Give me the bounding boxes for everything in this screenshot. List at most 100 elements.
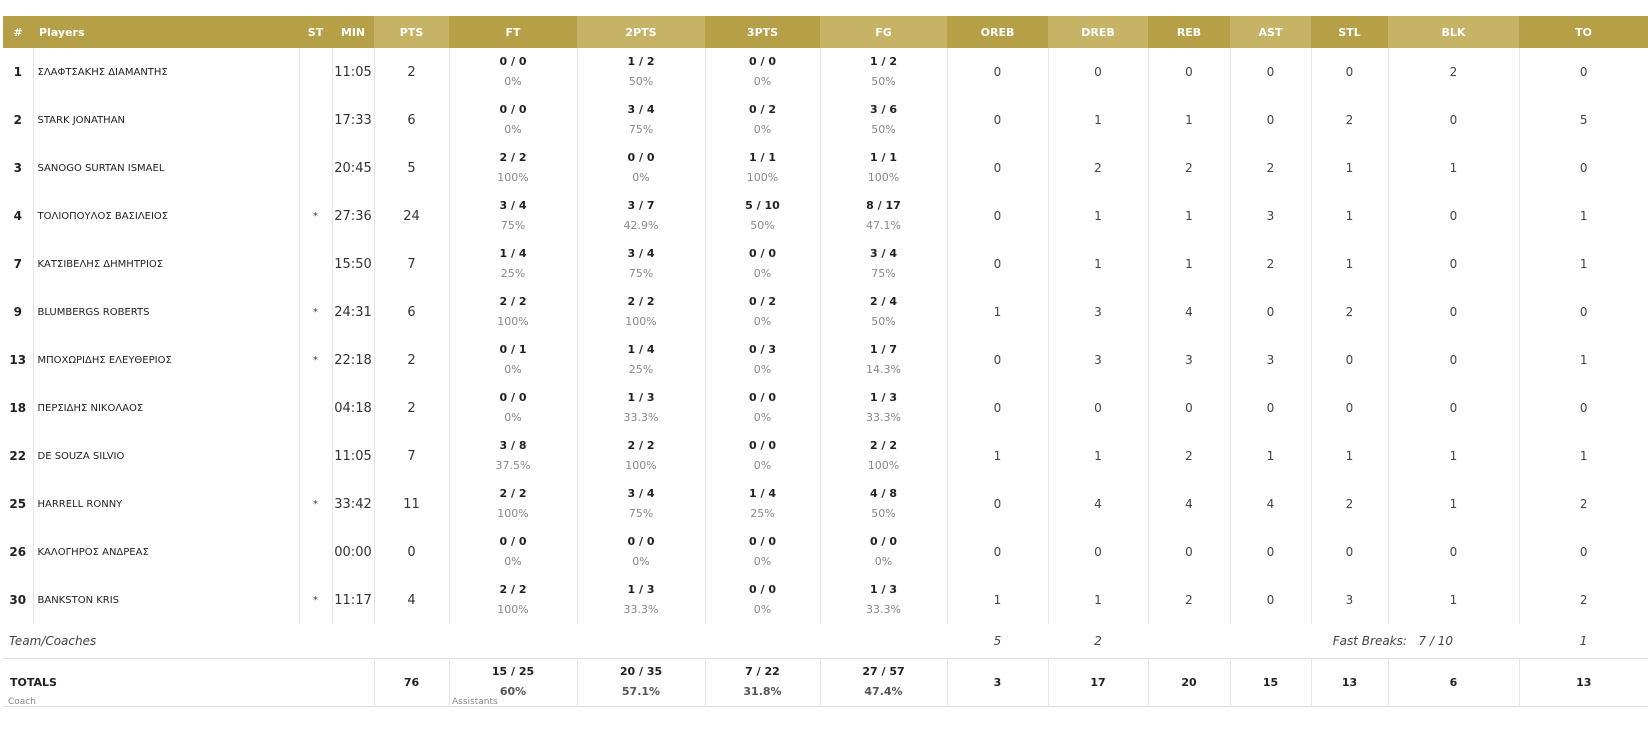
player-oreb: 0 bbox=[946, 192, 1048, 240]
player-to: 5 bbox=[1518, 96, 1648, 144]
col-header-dreb[interactable]: DREB bbox=[1048, 16, 1148, 48]
player-fg-made: 1 / 2 bbox=[870, 55, 897, 68]
player-2pts-pct: 25% bbox=[628, 363, 654, 376]
player-name[interactable]: ΤΟΛΙΟΠΟΥΛΟΣ ΒΑΣΙΛΕΙΟΣ bbox=[32, 192, 299, 240]
player-2pts-pct: 50% bbox=[628, 75, 654, 88]
col-header-players[interactable]: Players bbox=[33, 16, 299, 48]
player-blk: 0 bbox=[1387, 528, 1519, 576]
player-stl: 2 bbox=[1310, 288, 1388, 336]
player-blk: 0 bbox=[1387, 192, 1519, 240]
player-name[interactable]: STARK JONATHAN bbox=[32, 96, 299, 144]
team-reb bbox=[1148, 624, 1230, 658]
player-ast: 0 bbox=[1229, 528, 1311, 576]
totals-2pts-made: 20 / 35 bbox=[619, 665, 663, 678]
player-minutes: 27:36 bbox=[331, 192, 374, 240]
col-header-stl[interactable]: STL bbox=[1311, 16, 1388, 48]
player-ast: 0 bbox=[1229, 384, 1311, 432]
player-ast: 2 bbox=[1229, 144, 1311, 192]
player-name[interactable]: SANOGO SURTAN ISMAEL bbox=[32, 144, 299, 192]
player-name[interactable]: BLUMBERGS ROBERTS bbox=[32, 288, 299, 336]
box-score-table: # Players ST MIN PTS FT 2PTS 3PTS FG ORE… bbox=[3, 0, 1648, 707]
player-number: 13 bbox=[9, 353, 27, 367]
player-2pts-made: 3 / 4 bbox=[627, 247, 655, 260]
col-header-fg[interactable]: FG bbox=[820, 16, 947, 48]
col-header-number[interactable]: # bbox=[3, 16, 33, 48]
player-name[interactable]: BANKSTON KRIS bbox=[32, 576, 299, 624]
player-ast: 3 bbox=[1229, 336, 1311, 384]
player-fg-made: 4 / 8 bbox=[870, 487, 897, 500]
player-3pts: 0 / 0 0% bbox=[704, 240, 820, 288]
team-and-totals: Team/Coaches 5 2 Fast Breaks: 7 / 10 1 T… bbox=[3, 624, 1648, 706]
team-to: 1 bbox=[1579, 633, 1588, 648]
col-header-oreb[interactable]: OREB bbox=[947, 16, 1048, 48]
player-fg-made: 3 / 4 bbox=[870, 247, 897, 260]
player-points: 24 bbox=[373, 192, 449, 240]
player-ast: 0 bbox=[1229, 576, 1311, 624]
player-fg: 8 / 17 47.1% bbox=[819, 192, 947, 240]
totals-pts: 76 bbox=[373, 658, 449, 706]
player-points: 7 bbox=[373, 240, 449, 288]
player-2pts-pct: 75% bbox=[628, 267, 654, 280]
player-3pts: 0 / 2 0% bbox=[704, 96, 820, 144]
player-fg: 4 / 8 50% bbox=[819, 480, 947, 528]
player-points: 6 bbox=[373, 288, 449, 336]
col-header-2pts[interactable]: 2PTS bbox=[577, 16, 705, 48]
player-blk: 1 bbox=[1387, 432, 1519, 480]
player-fg: 1 / 1 100% bbox=[819, 144, 947, 192]
player-to: 1 bbox=[1518, 192, 1648, 240]
totals-to: 13 bbox=[1518, 658, 1648, 706]
col-header-pts[interactable]: PTS bbox=[374, 16, 449, 48]
player-3pts-made: 0 / 0 bbox=[749, 247, 776, 260]
player-name[interactable]: ΚΑΛΟΓΗΡΟΣ ΑΝΔΡΕΑΣ bbox=[32, 528, 299, 576]
player-minutes: 11:05 bbox=[331, 432, 374, 480]
team-coaches-row: Team/Coaches 5 2 Fast Breaks: 7 / 10 1 bbox=[3, 624, 1648, 658]
player-dreb: 0 bbox=[1047, 48, 1148, 96]
col-header-reb[interactable]: REB bbox=[1148, 16, 1230, 48]
player-dreb: 1 bbox=[1047, 96, 1148, 144]
player-3pts-made: 0 / 2 bbox=[749, 103, 776, 116]
player-ft: 1 / 4 25% bbox=[448, 240, 577, 288]
player-number: 9 bbox=[13, 305, 22, 319]
col-header-blk[interactable]: BLK bbox=[1388, 16, 1519, 48]
player-name[interactable]: ΚΑΤΣΙΒΕΛΗΣ ΔΗΜΗΤΡΙΟΣ bbox=[32, 240, 299, 288]
player-ft-made: 2 / 2 bbox=[499, 487, 527, 500]
player-2pts: 0 / 0 0% bbox=[576, 144, 705, 192]
col-header-to[interactable]: TO bbox=[1519, 16, 1648, 48]
player-3pts-pct: 0% bbox=[753, 459, 772, 472]
player-3pts: 0 / 0 0% bbox=[704, 528, 820, 576]
player-number: 18 bbox=[9, 401, 27, 415]
col-header-min[interactable]: MIN bbox=[332, 16, 374, 48]
player-number: 2 bbox=[13, 113, 22, 127]
player-stl: 1 bbox=[1310, 240, 1388, 288]
player-3pts-pct: 0% bbox=[753, 315, 772, 328]
totals-fg-pct: 47.4% bbox=[864, 685, 903, 698]
fast-breaks-value: 7 / 10 bbox=[1418, 633, 1453, 648]
player-ft-made: 1 / 4 bbox=[499, 247, 527, 260]
player-3pts-pct: 0% bbox=[753, 363, 772, 376]
player-oreb: 0 bbox=[946, 336, 1048, 384]
col-header-ft[interactable]: FT bbox=[449, 16, 577, 48]
player-name[interactable]: DE SOUZA SILVIO bbox=[32, 432, 299, 480]
player-reb: 1 bbox=[1147, 240, 1230, 288]
col-header-3pts[interactable]: 3PTS bbox=[705, 16, 820, 48]
player-2pts-made: 1 / 3 bbox=[627, 583, 655, 596]
player-2pts-made: 0 / 0 bbox=[627, 535, 655, 548]
col-header-st[interactable]: ST bbox=[299, 16, 332, 48]
col-header-ast[interactable]: AST bbox=[1230, 16, 1311, 48]
player-fg-made: 1 / 7 bbox=[870, 343, 897, 356]
player-2pts: 3 / 7 42.9% bbox=[576, 192, 705, 240]
player-points: 5 bbox=[373, 144, 449, 192]
player-fg-pct: 50% bbox=[871, 507, 896, 520]
player-name[interactable]: ΣΛΑΦΤΣΑΚΗΣ ΔΙΑΜΑΝΤΗΣ bbox=[32, 48, 299, 96]
player-3pts: 1 / 1 100% bbox=[704, 144, 820, 192]
player-blk: 2 bbox=[1387, 48, 1519, 96]
player-minutes: 11:05 bbox=[331, 48, 374, 96]
player-name[interactable]: ΠΕΡΣΙΔΗΣ ΝΙΚΟΛΑΟΣ bbox=[32, 384, 299, 432]
player-name[interactable]: HARRELL RONNY bbox=[32, 480, 299, 528]
player-fg-made: 2 / 2 bbox=[870, 439, 897, 452]
player-name[interactable]: ΜΠΟΧΩΡΙΔΗΣ ΕΛΕΥΘΕΡΙΟΣ bbox=[32, 336, 299, 384]
player-points: 11 bbox=[373, 480, 449, 528]
totals-ast: 15 bbox=[1229, 658, 1311, 706]
player-starter-mark: * bbox=[298, 192, 332, 240]
